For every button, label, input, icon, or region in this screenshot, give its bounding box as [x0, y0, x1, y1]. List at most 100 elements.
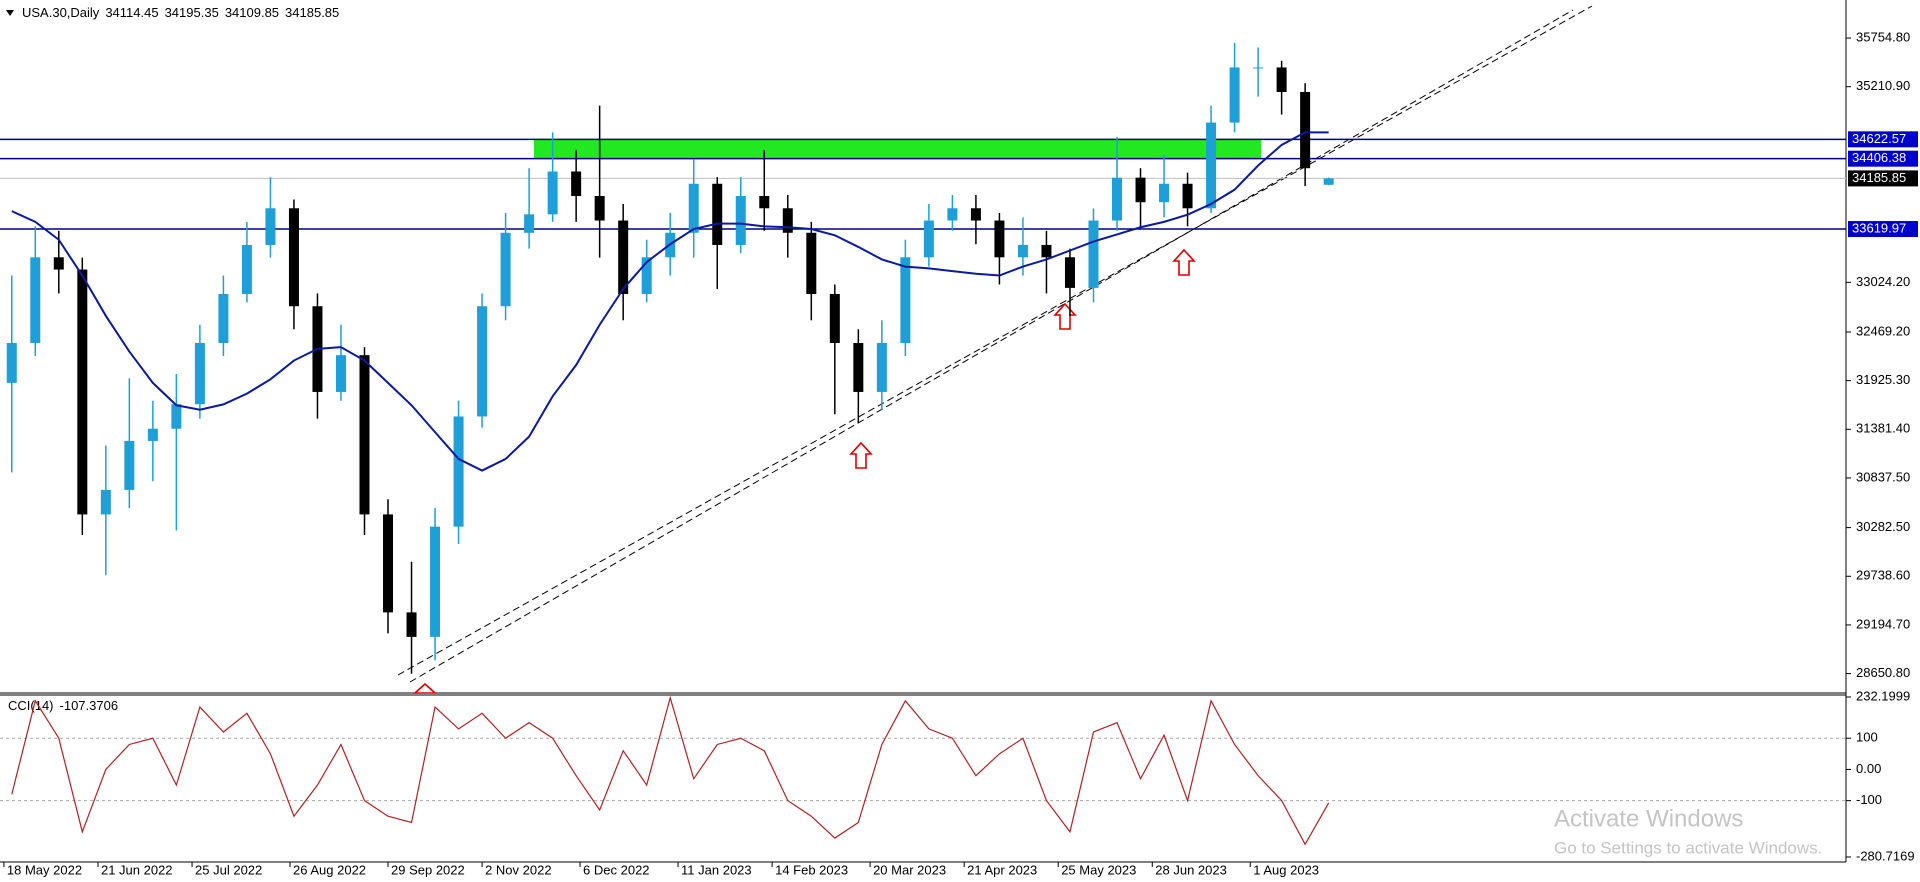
candle-body	[6, 343, 17, 383]
y-tick-label: 100	[1856, 730, 1878, 745]
up-arrow	[1172, 248, 1196, 276]
candle-body	[77, 269, 88, 515]
y-tick-label: 30837.50	[1856, 469, 1910, 484]
candle-body	[829, 293, 840, 344]
y-tick-label: 232.1999	[1856, 688, 1910, 703]
trend-line	[397, 5, 1593, 676]
candle-body	[500, 232, 511, 307]
resistance-zone	[534, 139, 1261, 159]
candle-body	[900, 257, 911, 344]
current-price-label: 34185.85	[1852, 170, 1906, 185]
chart-title: USA.30,Daily	[22, 5, 100, 20]
candle-body	[147, 428, 158, 441]
candle-body	[171, 404, 182, 429]
candle-body	[688, 183, 699, 233]
candle-body	[1229, 67, 1240, 123]
x-tick-label: 21 Jun 2022	[101, 862, 173, 877]
x-tick-label: 26 Aug 2022	[293, 862, 366, 877]
indicator-header: CCI(14) -107.3706	[8, 698, 118, 713]
candle-body	[430, 526, 441, 637]
moving-average	[11, 131, 1329, 472]
up-arrow	[412, 682, 438, 694]
candle-body	[453, 416, 464, 527]
y-tick-label: 31925.30	[1856, 372, 1910, 387]
x-tick-label: 1 Aug 2023	[1253, 862, 1319, 877]
candle-body	[524, 214, 535, 233]
x-tick-label: 20 Mar 2023	[873, 862, 946, 877]
arrows	[412, 248, 1196, 694]
candle-body	[265, 208, 276, 245]
x-tick-label: 28 Jun 2023	[1155, 862, 1227, 877]
candle-body	[124, 440, 135, 490]
candle-body	[970, 208, 981, 221]
watermark-subtitle: Go to Settings to activate Windows.	[1554, 838, 1822, 857]
price-line-label-box	[1848, 131, 1918, 148]
high-value: 34195.35	[165, 5, 219, 20]
indicator-title: CCI(14)	[8, 698, 54, 713]
y-tick-label: -280.7169	[1856, 848, 1915, 863]
candle-body	[618, 220, 629, 294]
candle-body	[218, 293, 229, 344]
candle-body	[288, 208, 299, 307]
x-tick-label: 21 Apr 2023	[967, 862, 1037, 877]
candle-body	[1088, 220, 1099, 288]
candle-body	[359, 355, 370, 515]
y-tick-label: 28650.80	[1856, 665, 1910, 680]
candle-body	[194, 343, 205, 405]
cci-line	[11, 695, 1330, 846]
low-value: 34109.85	[225, 5, 279, 20]
price-line-label-box	[1848, 221, 1918, 238]
candle-body	[406, 612, 417, 637]
menu-icon	[6, 10, 14, 16]
price-line-label: 33619.97	[1852, 220, 1906, 235]
price-line-label-box	[1848, 150, 1918, 167]
candle-body	[571, 171, 582, 197]
candle-body	[1182, 183, 1193, 209]
candle-body	[1206, 122, 1217, 209]
y-tick-label: 0.00	[1856, 761, 1881, 776]
candle-body	[383, 514, 394, 613]
candle-body	[1017, 244, 1028, 258]
candle-body	[100, 489, 111, 515]
y-tick-label: 31381.40	[1856, 421, 1910, 436]
x-tick-label: 25 Jul 2022	[195, 862, 262, 877]
x-tick-label: 6 Dec 2022	[583, 862, 650, 877]
candle-body	[1276, 67, 1287, 92]
y-tick-label: 32469.20	[1856, 323, 1910, 338]
x-tick-label: 18 May 2022	[7, 862, 82, 877]
trend-line	[409, 9, 1574, 683]
candle-body	[782, 208, 793, 233]
current-price-label-box	[1848, 170, 1918, 187]
open-value: 34114.45	[105, 5, 158, 20]
candle-body	[241, 244, 252, 294]
candle-body	[994, 220, 1005, 258]
y-tick-label: 33024.20	[1856, 274, 1910, 289]
chart-header: USA.30,Daily 34114.45 34195.35 34109.85 3418…	[22, 5, 339, 20]
candle-body	[759, 196, 770, 209]
x-tick-label: 2 Nov 2022	[485, 862, 551, 877]
x-tick-label: 14 Feb 2023	[775, 862, 848, 877]
price-line-label: 34406.38	[1852, 150, 1906, 165]
y-tick-label: 30282.50	[1856, 519, 1910, 534]
x-tick-label: 25 May 2023	[1061, 862, 1136, 877]
x-tick-label: 29 Sep 2022	[391, 862, 465, 877]
candle-body	[477, 306, 488, 417]
candle-body	[53, 257, 64, 270]
candle-body	[712, 183, 723, 245]
y-tick-label: -100	[1856, 792, 1882, 807]
candle-body	[641, 257, 652, 294]
candle-body	[876, 343, 887, 392]
candle-body	[1112, 177, 1123, 221]
candle-body	[1159, 183, 1170, 203]
price-line-label: 34622.57	[1852, 131, 1906, 146]
y-tick-label: 35754.80	[1856, 29, 1910, 44]
candle-body	[594, 196, 605, 221]
candle-body	[806, 232, 817, 294]
candle-body	[735, 196, 746, 245]
candle-body	[1041, 244, 1052, 258]
candle-body	[1323, 178, 1334, 185]
y-tick-label: 29738.60	[1856, 568, 1910, 583]
candle-body	[30, 257, 41, 344]
